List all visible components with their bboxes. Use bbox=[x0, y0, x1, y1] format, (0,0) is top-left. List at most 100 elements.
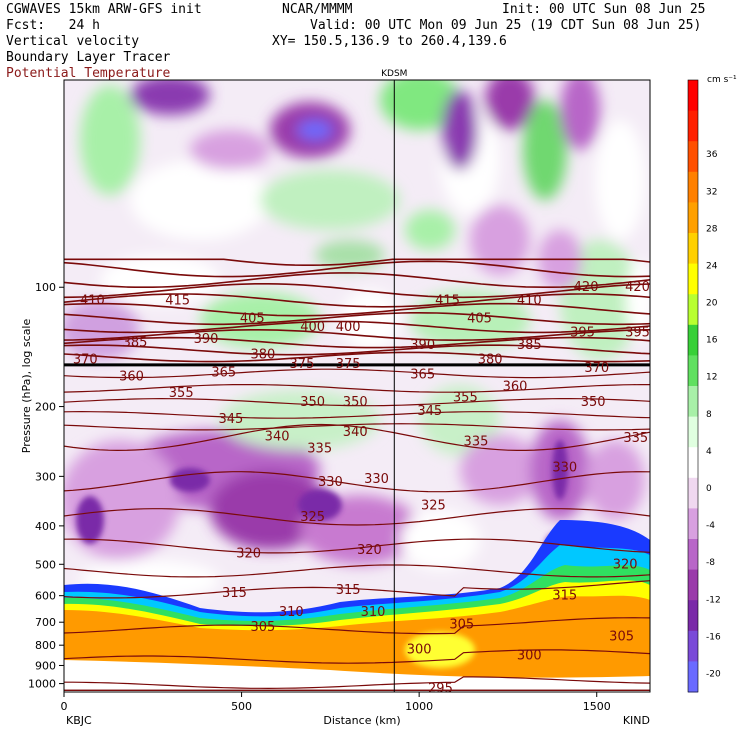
theta-label: 390 bbox=[410, 338, 435, 353]
model-title: CGWAVES 15km ARW-GFS init bbox=[6, 2, 202, 17]
theta-contour bbox=[64, 676, 650, 690]
colorbar-swatch bbox=[688, 386, 698, 418]
theta-label: 340 bbox=[265, 430, 290, 445]
theta-label: 415 bbox=[165, 293, 190, 308]
right-endpoint-label: KIND bbox=[623, 714, 650, 727]
colorbar-tick-label: -12 bbox=[706, 595, 721, 605]
theta-label: 370 bbox=[73, 352, 98, 367]
theta-contour bbox=[64, 538, 650, 554]
colorbar-swatch bbox=[688, 508, 698, 540]
colorbar-swatch bbox=[688, 233, 698, 265]
x-tick-label: 0 bbox=[61, 700, 68, 713]
x-axis-title: Distance (km) bbox=[323, 714, 400, 727]
theta-label: 345 bbox=[219, 412, 244, 427]
theta-label: 310 bbox=[361, 605, 386, 620]
theta-contour bbox=[64, 312, 650, 326]
field-boundary-layer-tracer: Boundary Layer Tracer bbox=[6, 50, 171, 65]
theta-label: 375 bbox=[290, 357, 315, 372]
theta-contour bbox=[64, 471, 650, 493]
x-axis: 0 500 1000 1500 bbox=[61, 692, 611, 713]
theta-contour bbox=[64, 397, 650, 407]
theta-contour bbox=[64, 351, 650, 363]
y-tick-label: 400 bbox=[35, 520, 56, 533]
x-tick-label: 1000 bbox=[405, 700, 433, 713]
y-tick-label: 800 bbox=[35, 639, 56, 652]
colorbar-swatch bbox=[688, 569, 698, 601]
theta-label: 300 bbox=[517, 649, 542, 664]
colorbar-tick-label: -4 bbox=[706, 521, 715, 531]
y-tick-label: 1000 bbox=[28, 678, 56, 691]
potential-temperature-labels: 410 415 415 410 420 420 405 400 400 405 395 395 385 3… bbox=[73, 280, 650, 696]
field-potential-temperature: Potential Temperature bbox=[6, 66, 171, 81]
theta-contour bbox=[64, 329, 650, 342]
init-time: Init: 00 UTC Sun 08 Jun 25 bbox=[502, 2, 706, 17]
theta-contour bbox=[64, 649, 650, 664]
velocity-colorbar: -20 -16 -12 -8 -4 0 4 8 12 16 20 24 28 32 36 bbox=[687, 79, 721, 693]
theta-label: 355 bbox=[169, 386, 194, 401]
theta-label: 360 bbox=[503, 380, 528, 395]
colorbar-swatch bbox=[688, 110, 698, 142]
organization-label: NCAR/MMMM bbox=[282, 2, 353, 17]
theta-contour bbox=[64, 272, 650, 288]
colorbar-swatch bbox=[688, 355, 698, 387]
y-tick-label: 200 bbox=[35, 401, 56, 414]
left-endpoint-label: KBJC bbox=[66, 714, 92, 727]
colorbar-swatch bbox=[688, 263, 698, 295]
theta-label: 410 bbox=[80, 293, 105, 308]
theta-contour bbox=[64, 564, 650, 578]
theta-contour bbox=[64, 423, 650, 452]
theta-label: 390 bbox=[194, 332, 219, 347]
colorbar-tick-label: 24 bbox=[706, 261, 718, 271]
theta-contour bbox=[64, 336, 650, 349]
theta-label: 315 bbox=[552, 589, 577, 604]
colorbar-frame bbox=[687, 79, 699, 693]
potential-temperature-contours bbox=[64, 258, 650, 691]
theta-label: 405 bbox=[467, 312, 492, 327]
y-tick-label: 600 bbox=[35, 590, 56, 603]
colorbar-tick-label: 28 bbox=[706, 224, 718, 234]
theta-label: 350 bbox=[300, 395, 325, 410]
theta-label: 385 bbox=[123, 336, 148, 351]
theta-label: 350 bbox=[581, 395, 606, 410]
theta-label: 325 bbox=[300, 510, 325, 525]
theta-label: 295 bbox=[428, 682, 453, 697]
colorbar-swatch bbox=[688, 416, 698, 448]
theta-label: 305 bbox=[609, 629, 634, 644]
theta-label: 350 bbox=[343, 395, 368, 410]
theta-label: 305 bbox=[449, 618, 474, 633]
colorbar-swatch bbox=[688, 294, 698, 326]
theta-label: 335 bbox=[623, 431, 648, 446]
theta-label: 380 bbox=[478, 352, 503, 367]
colorbar-swatch bbox=[688, 477, 698, 509]
colorbar-swatch bbox=[688, 202, 698, 234]
forecast-hour: Fcst: 24 h bbox=[6, 18, 100, 33]
theta-label: 320 bbox=[236, 547, 261, 562]
theta-label: 415 bbox=[435, 293, 460, 308]
colorbar-swatch bbox=[688, 324, 698, 356]
theta-contour bbox=[64, 580, 650, 599]
theta-label: 345 bbox=[417, 404, 442, 419]
theta-label: 365 bbox=[410, 367, 435, 382]
theta-label: 380 bbox=[250, 348, 275, 363]
colorbar-tick-label: 8 bbox=[706, 410, 712, 420]
theta-label: 365 bbox=[211, 365, 236, 380]
colorbar-swatch bbox=[688, 171, 698, 203]
theta-contour bbox=[64, 260, 650, 278]
y-tick-label: 500 bbox=[35, 558, 56, 571]
theta-contour bbox=[64, 423, 650, 431]
theta-label: 410 bbox=[517, 293, 542, 308]
colorbar-tick-label: -20 bbox=[706, 669, 721, 679]
theta-label: 320 bbox=[357, 543, 382, 558]
theta-label: 335 bbox=[464, 434, 489, 449]
theta-contour bbox=[64, 617, 650, 635]
theta-label: 320 bbox=[613, 557, 638, 572]
theta-contour bbox=[64, 410, 650, 419]
colorbar-swatch bbox=[688, 539, 698, 571]
theta-label: 395 bbox=[570, 325, 595, 340]
colorbar-tick-label: 12 bbox=[706, 373, 717, 383]
theta-label: 305 bbox=[250, 620, 275, 635]
colorbar-tick-label: 36 bbox=[706, 150, 718, 160]
theta-label: 315 bbox=[336, 583, 361, 598]
theta-label: 405 bbox=[240, 312, 265, 327]
theta-label: 370 bbox=[584, 361, 609, 376]
